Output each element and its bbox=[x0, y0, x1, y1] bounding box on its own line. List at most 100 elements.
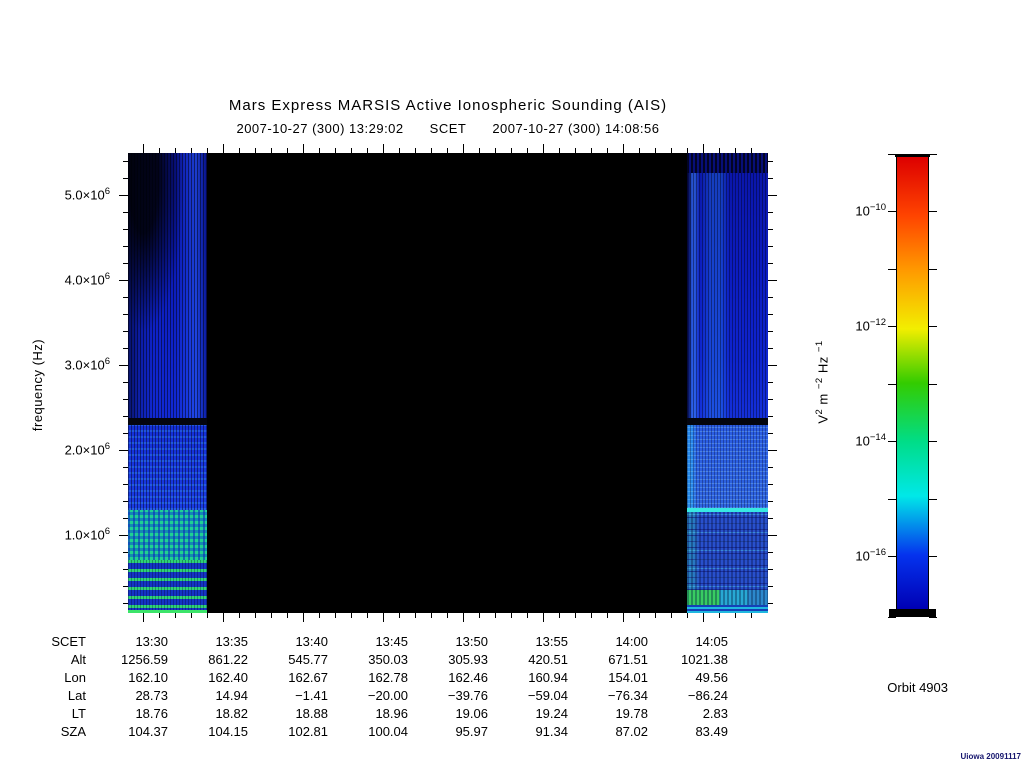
ephemeris-row-label: Lon bbox=[64, 670, 86, 685]
ephemeris-cell: 350.03 bbox=[368, 652, 408, 667]
colorbar-tick bbox=[888, 499, 896, 500]
ephemeris-cell: 13:50 bbox=[455, 634, 488, 649]
y-tick-minor-right bbox=[768, 603, 773, 604]
ephemeris-cell: 102.81 bbox=[288, 724, 328, 739]
colorbar-tick bbox=[888, 326, 896, 327]
x-tick-minor bbox=[687, 613, 688, 618]
x-tick-minor bbox=[255, 613, 256, 618]
ephemeris-cell: 19.06 bbox=[455, 706, 488, 721]
y-tick-minor-right bbox=[768, 552, 773, 553]
y-tick-major bbox=[119, 535, 128, 536]
ephemeris-cell: −1.41 bbox=[295, 688, 328, 703]
ephemeris-row-label: Alt bbox=[70, 652, 86, 667]
y-tick-minor-right bbox=[768, 382, 773, 383]
colorbar-tick bbox=[929, 384, 937, 385]
ephemeris-cell: 104.37 bbox=[128, 724, 168, 739]
x-tick-minor bbox=[175, 613, 176, 618]
x-tick-minor bbox=[415, 613, 416, 618]
ephemeris-cell: −59.04 bbox=[527, 688, 568, 703]
x-tick-minor bbox=[159, 613, 160, 618]
y-tick-major-right bbox=[768, 535, 777, 536]
x-tick-minor bbox=[479, 613, 480, 618]
right-dotted-rows-band bbox=[687, 512, 768, 590]
colorbar-tick bbox=[929, 441, 937, 442]
x-tick-major bbox=[703, 613, 704, 622]
y-tick-minor-right bbox=[768, 331, 773, 332]
y-tick-label: 3.0×106 bbox=[64, 356, 110, 373]
x-tick-minor bbox=[495, 613, 496, 618]
x-tick-major-top bbox=[223, 144, 224, 153]
y-tick-major-right bbox=[768, 280, 777, 281]
x-tick-minor bbox=[559, 613, 560, 618]
ephemeris-cell: 13:55 bbox=[535, 634, 568, 649]
left-bottom-green-line bbox=[128, 610, 207, 613]
ephemeris-cell: 162.40 bbox=[208, 670, 248, 685]
y-tick-minor-right bbox=[768, 433, 773, 434]
right-cyan-line bbox=[687, 508, 768, 512]
x-tick-minor bbox=[271, 613, 272, 618]
x-tick-minor bbox=[191, 613, 192, 618]
ephemeris-cell: 14:00 bbox=[615, 634, 648, 649]
x-tick-major-top bbox=[463, 144, 464, 153]
x-tick-major-top bbox=[303, 144, 304, 153]
x-tick-minor bbox=[207, 613, 208, 618]
right-light-blue-band bbox=[687, 425, 768, 508]
colorbar-tick bbox=[929, 499, 937, 500]
ephemeris-cell: 91.34 bbox=[535, 724, 568, 739]
ephemeris-cell: 154.01 bbox=[608, 670, 648, 685]
x-tick-major-top bbox=[543, 144, 544, 153]
ephemeris-cell: 305.93 bbox=[448, 652, 488, 667]
y-tick-minor-right bbox=[768, 586, 773, 587]
colorbar-tick bbox=[929, 269, 937, 270]
ephemeris-cell: −20.00 bbox=[367, 688, 408, 703]
y-tick-minor-right bbox=[768, 348, 773, 349]
ephemeris-row-label: SCET bbox=[51, 634, 86, 649]
colorbar-tick bbox=[888, 269, 896, 270]
ephemeris-row-label: SZA bbox=[60, 724, 86, 739]
ephemeris-cell: 19.78 bbox=[615, 706, 648, 721]
y-tick-minor-right bbox=[768, 416, 773, 417]
spectrogram-plot bbox=[128, 153, 768, 613]
x-tick-minor bbox=[751, 613, 752, 618]
right-upper-blue-band bbox=[687, 173, 768, 418]
y-tick-minor-right bbox=[768, 484, 773, 485]
ephemeris-cell: 83.49 bbox=[695, 724, 728, 739]
x-tick-major bbox=[303, 613, 304, 622]
x-tick-minor bbox=[319, 613, 320, 618]
colorbar-tick-label: 10−14 bbox=[855, 432, 886, 449]
colorbar bbox=[889, 154, 936, 617]
y-tick-minor-right bbox=[768, 569, 773, 570]
x-tick-major bbox=[383, 613, 384, 622]
ephemeris-cell: 19.24 bbox=[535, 706, 568, 721]
colorbar-unit-label: V2 m −2 Hz −1 bbox=[814, 340, 831, 424]
scet-end: 2007-10-27 (300) 14:08:56 bbox=[492, 121, 660, 136]
ephemeris-row-label: LT bbox=[71, 706, 86, 721]
ephemeris-cell: 28.73 bbox=[135, 688, 168, 703]
x-tick-minor bbox=[431, 613, 432, 618]
ephemeris-cell: 14:05 bbox=[695, 634, 728, 649]
processing-credit: Uiowa 20091117 bbox=[960, 752, 1022, 761]
colorbar-tick bbox=[888, 384, 896, 385]
ephemeris-cell: 13:40 bbox=[295, 634, 328, 649]
colorbar-bottom-cap bbox=[889, 609, 936, 617]
x-tick-minor bbox=[671, 613, 672, 618]
x-tick-major bbox=[143, 613, 144, 622]
y-tick-major bbox=[119, 280, 128, 281]
y-tick-minor-right bbox=[768, 212, 773, 213]
x-tick-minor bbox=[575, 613, 576, 618]
x-tick-minor bbox=[719, 613, 720, 618]
y-tick-minor-right bbox=[768, 518, 773, 519]
colorbar-tick bbox=[929, 211, 937, 212]
ephemeris-cell: 100.04 bbox=[368, 724, 408, 739]
page-title: Mars Express MARSIS Active Ionospheric S… bbox=[228, 97, 668, 114]
colorbar-top-cap bbox=[895, 154, 930, 157]
y-tick-minor-right bbox=[768, 467, 773, 468]
left-upper-blue-band bbox=[128, 153, 207, 418]
x-tick-minor bbox=[447, 613, 448, 618]
ephemeris-cell: 162.67 bbox=[288, 670, 328, 685]
ephemeris-cell: 162.10 bbox=[128, 670, 168, 685]
ephemeris-cell: −86.24 bbox=[687, 688, 728, 703]
y-tick-minor-right bbox=[768, 263, 773, 264]
ephemeris-cell: 1256.59 bbox=[121, 652, 168, 667]
